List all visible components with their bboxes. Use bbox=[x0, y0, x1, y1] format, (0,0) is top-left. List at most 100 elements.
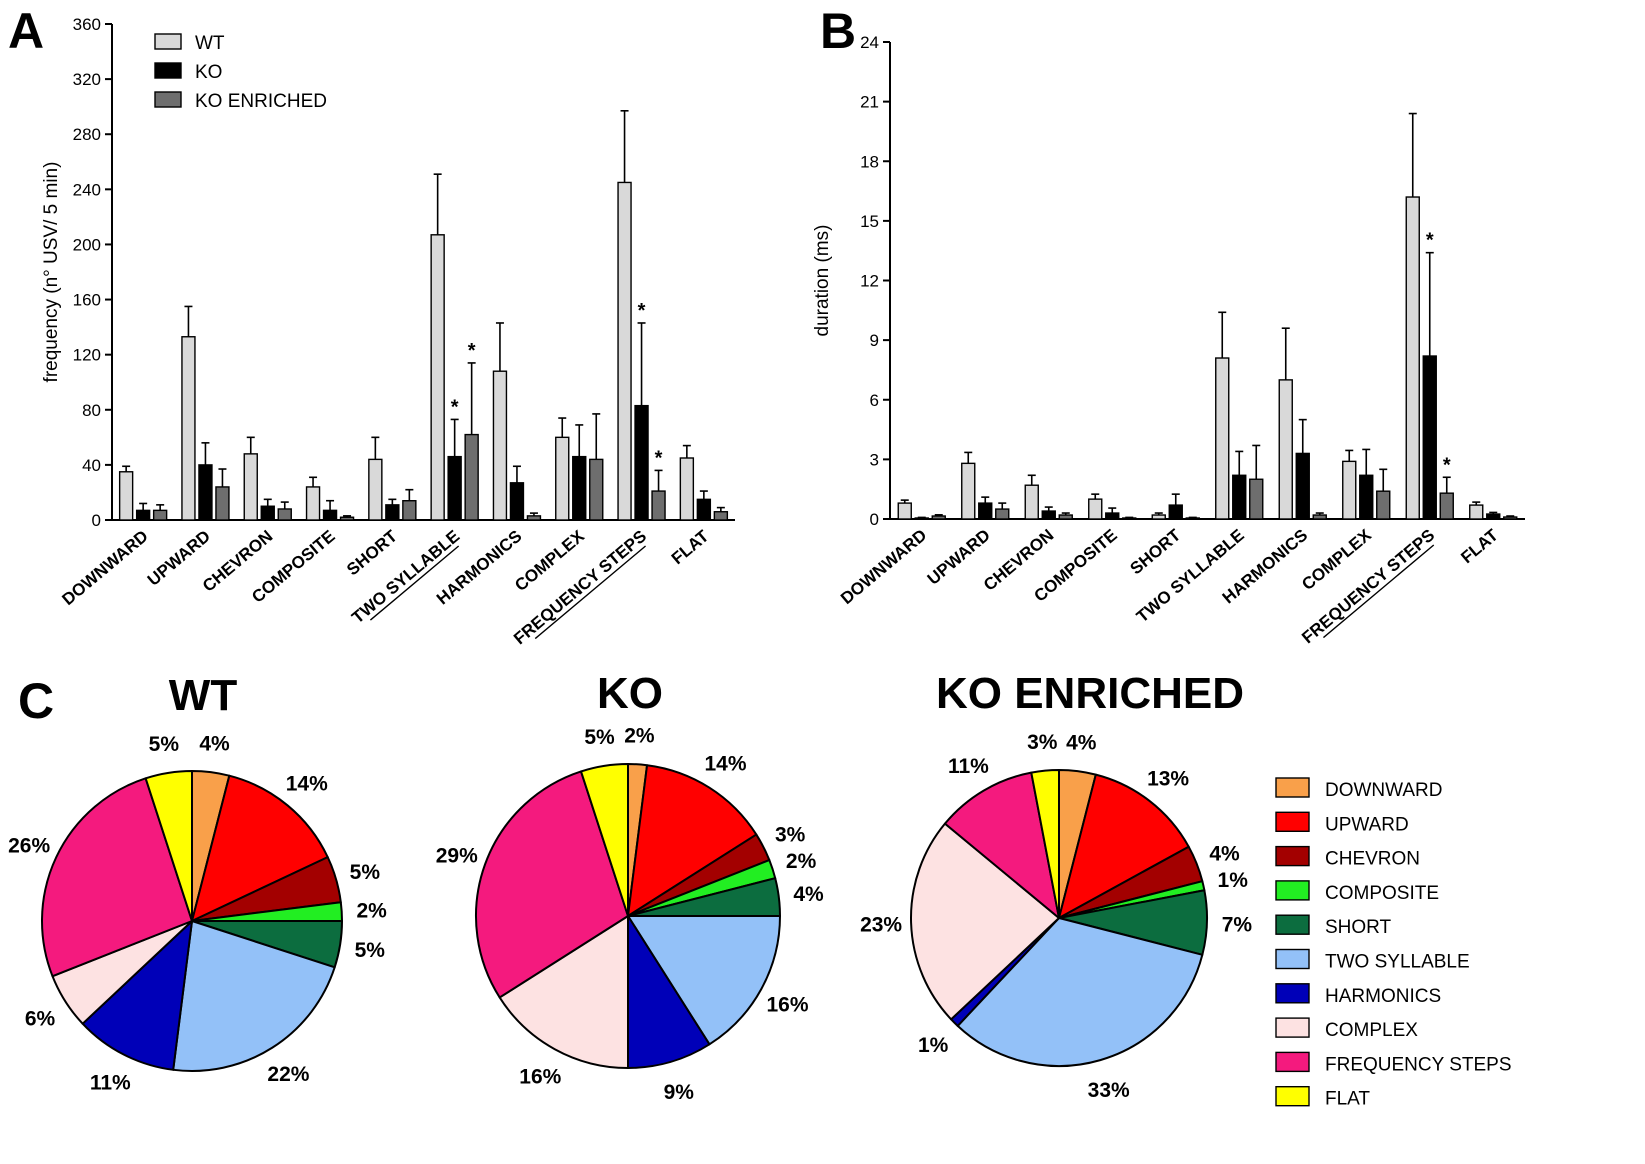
pie-label-upward: 14% bbox=[705, 752, 747, 775]
pie-label-downward: 4% bbox=[199, 732, 230, 755]
bar-upward-ko bbox=[198, 464, 213, 521]
pie-label-harmonics: 1% bbox=[918, 1034, 949, 1057]
pie-title: WT bbox=[169, 671, 238, 720]
bar-complex-ko-enriched bbox=[589, 458, 604, 521]
bar-upward-ko-enriched bbox=[995, 508, 1010, 520]
pie-label-downward: 4% bbox=[1066, 731, 1097, 754]
y-tick-label: 0 bbox=[92, 511, 101, 530]
pie-slice-complex bbox=[910, 822, 1060, 1021]
pie-label-complex: 16% bbox=[519, 1065, 561, 1088]
bar-composite-ko-enriched bbox=[339, 516, 355, 521]
pie-slice-flat bbox=[144, 770, 193, 922]
x-label-short: SHORT bbox=[343, 526, 401, 579]
pie-label-composite: 1% bbox=[1218, 869, 1249, 892]
bar-downward-ko bbox=[135, 509, 151, 521]
legend-label-ko: KO bbox=[195, 62, 222, 83]
pie-label-flat: 5% bbox=[149, 733, 180, 756]
bar-short-ko bbox=[1168, 504, 1183, 520]
bar-complex-wt bbox=[555, 436, 570, 521]
pie-legend-swatch-short bbox=[1275, 914, 1310, 935]
bar-two-syllable-ko bbox=[447, 455, 462, 521]
y-tick-label: 9 bbox=[870, 331, 879, 350]
pie-label-frequency-steps: 11% bbox=[948, 755, 989, 778]
pie-legend-label-harmonics: HARMONICS bbox=[1325, 986, 1441, 1007]
pie-slice-flat bbox=[580, 763, 629, 917]
pie-legend-label-composite: COMPOSITE bbox=[1325, 883, 1439, 904]
pie-legend-label-downward: DOWNWARD bbox=[1325, 780, 1443, 801]
x-label-flat: FLAT bbox=[668, 526, 713, 568]
bar-harmonics-wt bbox=[492, 370, 508, 521]
significance-underline bbox=[534, 545, 646, 640]
significance-marker: * bbox=[655, 447, 663, 469]
pie-label-frequency-steps: 26% bbox=[8, 834, 50, 857]
bar-upward-wt bbox=[961, 462, 976, 520]
pie-label-chevron: 4% bbox=[1209, 842, 1240, 865]
pie-label-upward: 13% bbox=[1147, 767, 1189, 790]
bar-composite-ko bbox=[322, 509, 338, 521]
bar-complex-wt bbox=[1342, 460, 1357, 520]
bar-chevron-wt bbox=[243, 453, 258, 521]
bar-harmonics-ko-enriched bbox=[526, 515, 542, 521]
pie-legend-swatch-harmonics bbox=[1275, 983, 1310, 1004]
bar-short-ko-enriched bbox=[1185, 517, 1200, 520]
pie-label-complex: 23% bbox=[860, 914, 902, 937]
bar-upward-wt bbox=[181, 336, 196, 521]
bar-flat-ko-enriched bbox=[713, 511, 729, 521]
y-tick-label: 6 bbox=[870, 391, 879, 410]
bar-flat-ko bbox=[1486, 513, 1501, 520]
pie-legend-swatch-flat bbox=[1275, 1085, 1310, 1107]
significance-underline bbox=[1322, 544, 1435, 639]
bar-frequency-steps-wt bbox=[1405, 196, 1420, 520]
bar-two-syllable-wt bbox=[1215, 357, 1230, 520]
pie-slice-frequency-steps bbox=[943, 771, 1060, 919]
bar-downward-ko-enriched bbox=[152, 509, 168, 521]
y-tick-label: 80 bbox=[82, 401, 101, 420]
legend-swatch-wt bbox=[154, 33, 182, 50]
pie-label-harmonics: 11% bbox=[90, 1071, 131, 1094]
bar-flat-wt bbox=[679, 457, 695, 521]
y-tick-label: 360 bbox=[73, 15, 101, 34]
panel-letter-c: C bbox=[18, 673, 54, 729]
bar-two-syllable-ko-enriched bbox=[464, 433, 479, 521]
bar-complex-ko-enriched bbox=[1376, 490, 1391, 520]
x-label-two-syllable: TWO SYLLABLE bbox=[1133, 526, 1248, 627]
bar-complex-ko bbox=[1359, 474, 1374, 520]
pie-slice-harmonics bbox=[627, 915, 711, 1069]
pie-title: KO ENRICHED bbox=[936, 669, 1244, 718]
bar-downward-ko-enriched bbox=[931, 515, 946, 520]
bar-frequency-steps-wt bbox=[617, 181, 632, 521]
pie-label-two-syllable: 22% bbox=[267, 1063, 309, 1086]
legend-label-wt: WT bbox=[195, 33, 225, 54]
y-tick-label: 0 bbox=[870, 510, 879, 529]
bar-chevron-ko-enriched bbox=[1058, 514, 1073, 520]
pie-label-flat: 5% bbox=[584, 726, 615, 749]
y-tick-label: 21 bbox=[860, 93, 879, 112]
panel-letter-b: B bbox=[820, 3, 856, 59]
pie-label-flat: 3% bbox=[1027, 731, 1058, 754]
pie-label-composite: 2% bbox=[786, 850, 817, 873]
bar-harmonics-ko bbox=[509, 482, 525, 521]
y-tick-label: 200 bbox=[73, 235, 101, 254]
pie-label-chevron: 5% bbox=[350, 861, 381, 884]
bar-upward-ko bbox=[978, 502, 993, 520]
panel-letter-a: A bbox=[8, 3, 44, 59]
bar-short-wt bbox=[368, 458, 383, 521]
significance-underline bbox=[369, 545, 460, 621]
pie-slice-two-syllable bbox=[956, 917, 1204, 1067]
y-tick-label: 280 bbox=[73, 125, 101, 144]
pie-slice-harmonics bbox=[81, 920, 193, 1071]
bar-downward-ko bbox=[914, 517, 929, 520]
bar-composite-wt bbox=[1088, 498, 1103, 520]
pie-legend-swatch-frequency-steps bbox=[1275, 1051, 1310, 1073]
y-tick-label: 3 bbox=[870, 450, 879, 469]
bar-complex-ko bbox=[572, 455, 587, 521]
pie-slice-two-syllable bbox=[172, 920, 336, 1072]
pie-label-two-syllable: 16% bbox=[766, 994, 808, 1017]
bar-two-syllable-ko bbox=[1232, 474, 1247, 520]
pie-legend-label-frequency-steps: FREQUENCY STEPS bbox=[1325, 1054, 1512, 1075]
bar-composite-ko-enriched bbox=[1122, 517, 1137, 520]
pie-c-ko-enriched: KO ENRICHED 4% 13% 4% 1% 7% 33% 1% 23% 11% 3% bbox=[860, 669, 1252, 1102]
x-label-downward: DOWNWARD bbox=[58, 527, 151, 610]
y-tick-label: 240 bbox=[73, 180, 101, 199]
